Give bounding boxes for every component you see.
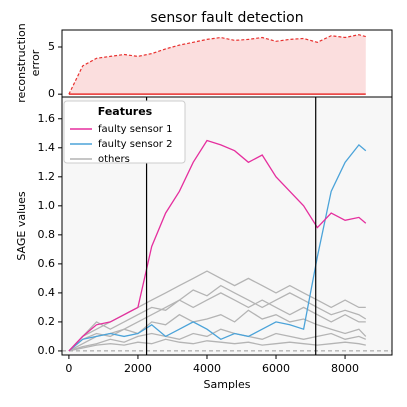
- x-tick-label: 6000: [262, 362, 290, 375]
- series-line: [68, 328, 367, 352]
- error-line: [68, 34, 366, 95]
- y-tick-label: 0.2: [38, 315, 56, 328]
- legend-label: faulty sensor 1: [98, 124, 172, 135]
- legend-box: [63, 100, 186, 164]
- y-tick-label: 1.6: [38, 112, 56, 125]
- y-tick-label: 5: [48, 40, 55, 53]
- chart-title: sensor fault detection: [150, 10, 303, 26]
- legend-label: others: [98, 154, 130, 165]
- y-tick-label: 0.4: [38, 286, 56, 299]
- series-line: [68, 139, 367, 352]
- y-tick-label: 1.4: [38, 141, 56, 154]
- area-fill: [68, 34, 366, 95]
- y-tick-label: 1.2: [38, 170, 56, 183]
- y-tick-label: 0.0: [38, 344, 56, 357]
- series-line: [68, 143, 367, 352]
- series-line: [68, 284, 367, 352]
- axes-frame: [61, 96, 393, 356]
- y-tick-label: 0: [48, 87, 55, 100]
- x-tick-label: 2000: [124, 362, 152, 375]
- legend-title: Features: [98, 105, 153, 118]
- series-line: [68, 292, 366, 352]
- x-tick-label: 0: [65, 362, 72, 375]
- series-line: [68, 338, 366, 352]
- x-tick-label: 8000: [331, 362, 359, 375]
- x-tick-label: 4000: [193, 362, 221, 375]
- y-axis-label: reconstruction: [15, 23, 28, 102]
- y-axis-label: SAGE values: [15, 191, 28, 261]
- legend-label: faulty sensor 2: [98, 139, 172, 150]
- y-axis-label: error: [29, 49, 42, 76]
- y-tick-label: 0.6: [38, 257, 56, 270]
- series-line: [68, 309, 367, 352]
- y-tick-label: 0.8: [38, 228, 56, 241]
- y-tick-label: 1.0: [38, 199, 56, 212]
- x-axis-label: Samples: [204, 378, 251, 391]
